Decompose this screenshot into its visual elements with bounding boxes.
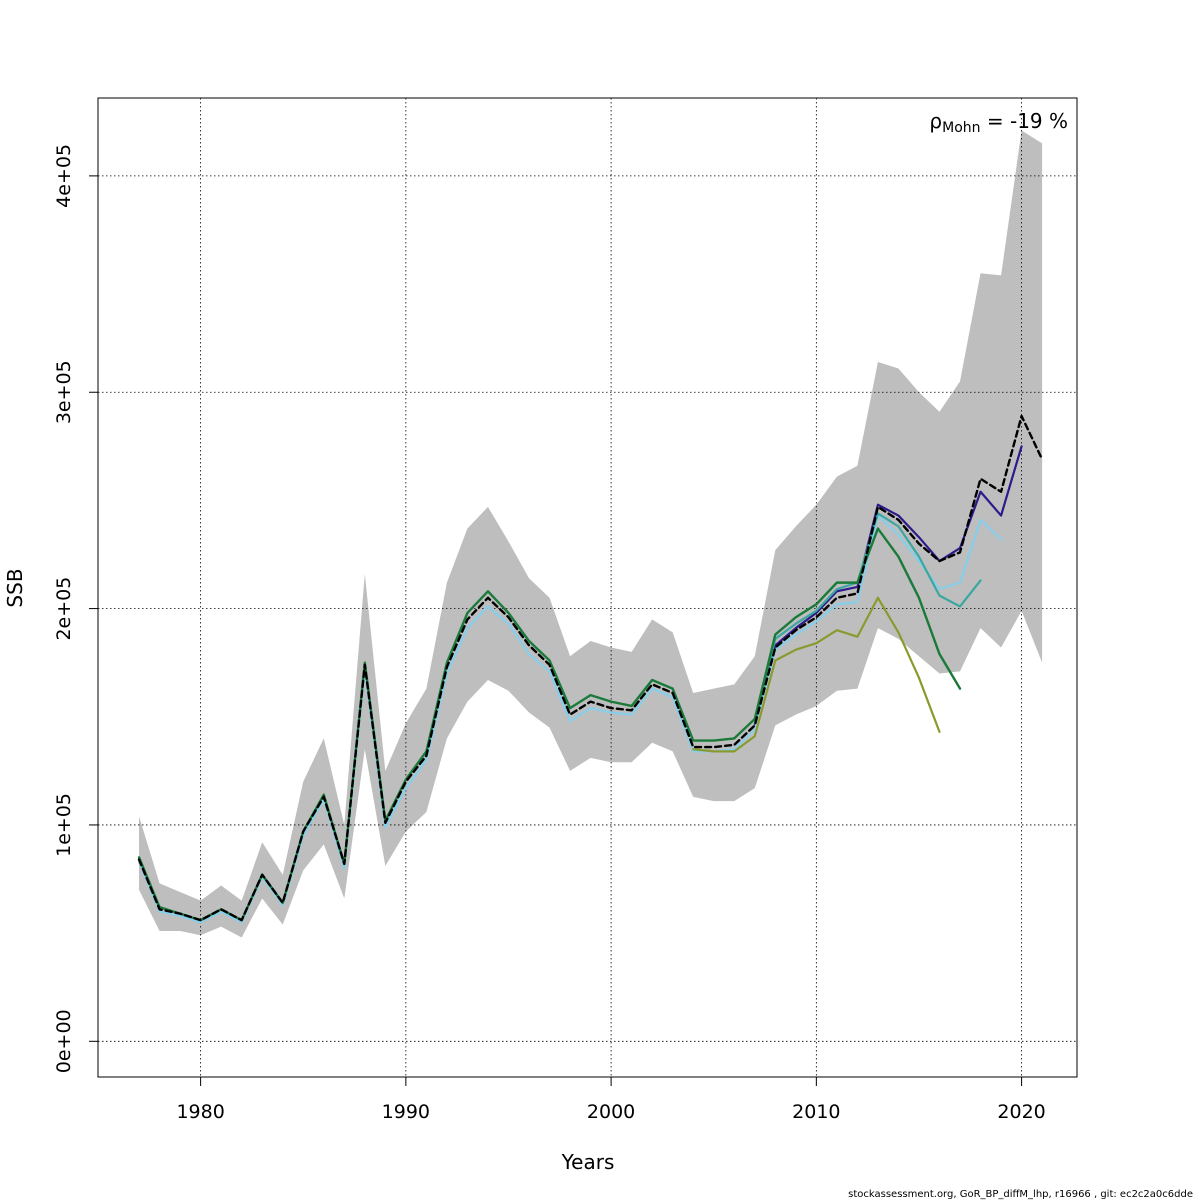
grid-layer <box>98 98 1077 1077</box>
footer-credit: stockassessment.org, GoR_BP_diffM_lhp, r… <box>848 1189 1193 1200</box>
x-tick-label: 1980 <box>176 1101 224 1123</box>
y-tick-label: 2e+05 <box>53 577 75 641</box>
series-line-1 <box>753 445 1023 727</box>
confidence-band-layer <box>139 130 1043 938</box>
series-layer <box>137 414 1044 924</box>
x-tick-label: 2010 <box>792 1101 840 1123</box>
x-axis-title: Years <box>561 1150 615 1174</box>
axis-layer: 1980 1990 2000 2010 2020 0e+00 1e+05 2e+05 3e+05… <box>53 144 1046 1123</box>
x-tick-label: 2000 <box>587 1101 635 1123</box>
rho-value: = -19 % <box>981 109 1069 133</box>
y-axis-title: SSB <box>3 568 27 607</box>
y-tick-label: 3e+05 <box>53 360 75 424</box>
y-tick-label: 4e+05 <box>53 144 75 208</box>
mohn-rho-annotation: ρMohn = -19 % <box>929 109 1068 136</box>
plot-frame <box>97 97 1078 1078</box>
rho-symbol: ρ <box>929 109 942 133</box>
series-line-0 <box>137 414 1044 922</box>
rho-subscript: Mohn <box>942 120 980 136</box>
y-tick-label: 0e+00 <box>53 1009 75 1073</box>
y-tick-label: 1e+05 <box>53 793 75 857</box>
series-line-5 <box>692 596 941 753</box>
x-tick-label: 2020 <box>997 1101 1045 1123</box>
series-line-2 <box>137 514 1003 924</box>
confidence-band <box>139 130 1043 938</box>
x-tick-label: 1990 <box>382 1101 430 1123</box>
